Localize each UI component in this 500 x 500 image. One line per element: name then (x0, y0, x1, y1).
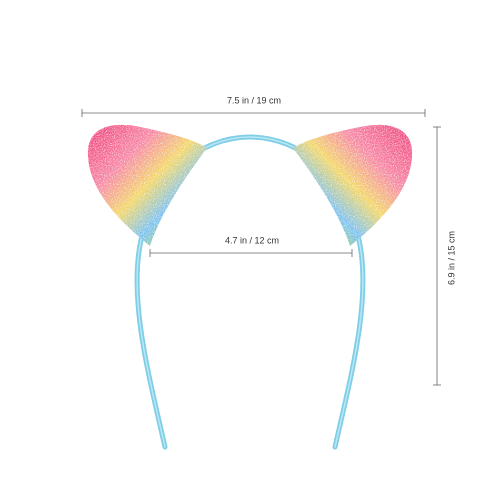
headband-highlight (136, 136, 364, 448)
right-ear (293, 124, 413, 246)
height-label: 6.9 in / 15 cm (446, 231, 456, 285)
inner-width-label: 4.7 in / 12 cm (225, 235, 279, 245)
width-label: 7.5 in / 19 cm (227, 95, 281, 105)
left-ear (87, 124, 207, 246)
